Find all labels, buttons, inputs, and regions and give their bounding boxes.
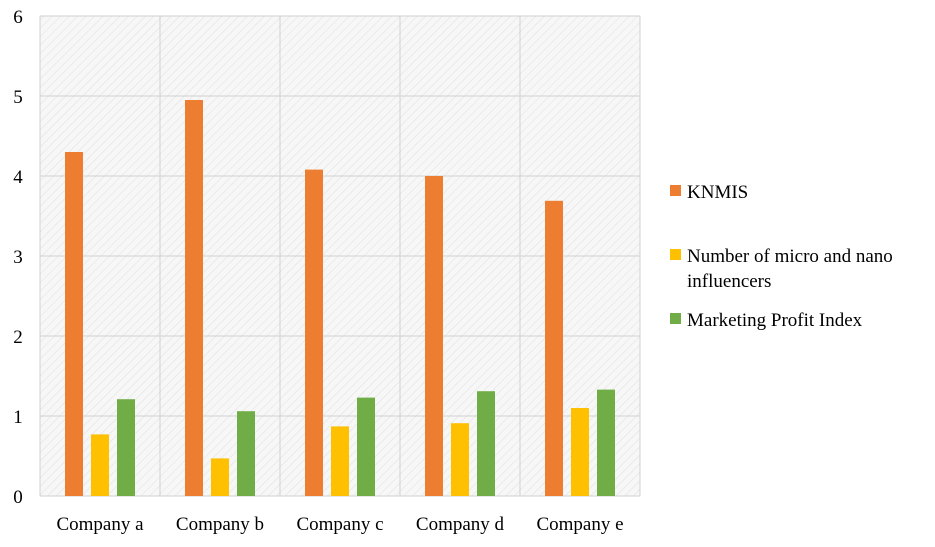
bar-marketing-profit-index (357, 397, 375, 496)
y-tick-label: 4 (13, 167, 23, 188)
legend-label-marketing-profit: Marketing Profit Index (687, 310, 863, 331)
bar-marketing-profit-index (117, 399, 135, 496)
bar-marketing-profit-index (477, 391, 495, 496)
bar-knmis (425, 176, 443, 496)
legend-label-knmis: KNMIS (687, 182, 749, 203)
x-axis: Company a Company b Company c Company d Comp… (56, 514, 623, 535)
bar-knmis (185, 100, 203, 496)
bar-number-of-micro-and-nano-influencers (331, 426, 349, 496)
grid (39, 15, 641, 497)
legend-item-influencers: Number of micro and nano influencers (670, 244, 927, 294)
bar-number-of-micro-and-nano-influencers (211, 458, 229, 496)
bar-knmis (545, 200, 563, 497)
legend-item-knmis: KNMIS (670, 180, 748, 205)
legend-swatch-influencers (670, 249, 681, 260)
bar-marketing-profit-index (597, 389, 615, 496)
bar-marketing-profit-index (237, 411, 255, 496)
bar-number-of-micro-and-nano-influencers (571, 408, 589, 496)
bar-number-of-micro-and-nano-influencers (91, 434, 109, 496)
y-tick-label: 2 (13, 327, 23, 348)
bars (65, 100, 615, 497)
y-tick-label: 5 (13, 87, 23, 108)
y-tick-label: 3 (13, 247, 23, 268)
y-tick-label: 6 (13, 7, 23, 28)
legend-label-influencers: Number of micro and nano influencers (687, 246, 893, 292)
y-tick-label: 1 (13, 407, 23, 428)
x-tick-label: Company e (536, 514, 623, 535)
bar-knmis (305, 169, 323, 496)
x-tick-label: Company d (416, 514, 505, 535)
x-tick-label: Company b (176, 514, 264, 535)
legend-swatch-knmis (670, 185, 681, 196)
y-tick-label: 0 (13, 487, 23, 508)
bar-knmis (65, 152, 83, 496)
y-axis: 0 1 2 3 4 5 6 (13, 7, 23, 508)
bar-number-of-micro-and-nano-influencers (451, 423, 469, 496)
x-tick-label: Company a (56, 514, 144, 535)
x-tick-label: Company c (296, 514, 383, 535)
legend-item-marketing-profit: Marketing Profit Index (670, 308, 862, 333)
legend-swatch-marketing-profit (670, 313, 681, 324)
